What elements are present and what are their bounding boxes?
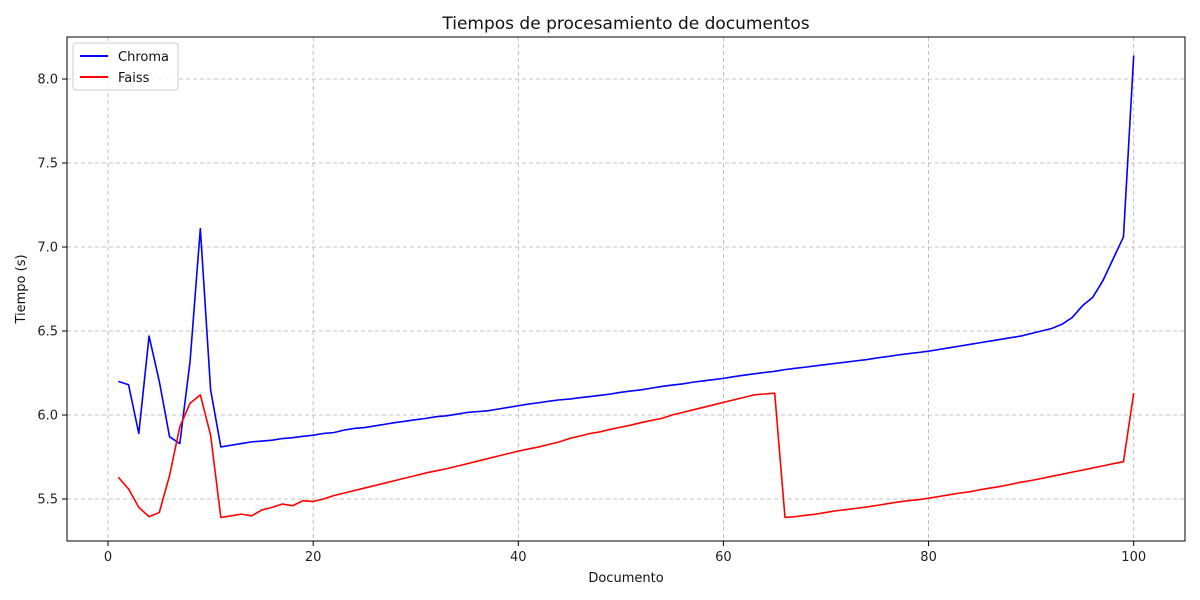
x-tick-label: 20 [305,550,322,565]
x-tick-label: 100 [1121,550,1146,565]
x-tick-label: 80 [920,550,937,565]
series-line-faiss [117,392,1135,519]
legend-label-chroma: Chroma [118,50,169,65]
ticks: 0 20 40 60 80 100 5.5 6.0 6.5 7.0 7.5 8.0 [37,73,1146,566]
series-line-chroma [118,55,1135,448]
legend-box [72,42,179,91]
x-tick-label: 0 [104,550,112,565]
y-tick-label: 7.0 [37,241,58,256]
y-axis-title: Tiempo (s) [14,254,29,324]
y-tick-label: 7.5 [37,157,58,172]
chart-title: Tiempos de procesamiento de documentos [441,14,809,34]
y-tick-label: 6.0 [37,409,58,424]
grid [67,37,1185,541]
y-tick-label: 5.5 [37,493,58,508]
legend-label-faiss: Faiss [118,71,150,86]
plot-frame [66,36,1186,542]
x-axis-title: Documento [588,571,663,586]
x-tick-label: 60 [715,550,732,565]
legend: Chroma Faiss [72,42,179,91]
y-tick-label: 8.0 [37,73,58,88]
series-group [117,55,1135,519]
y-tick-label: 6.5 [37,325,58,340]
x-tick-label: 40 [510,550,527,565]
